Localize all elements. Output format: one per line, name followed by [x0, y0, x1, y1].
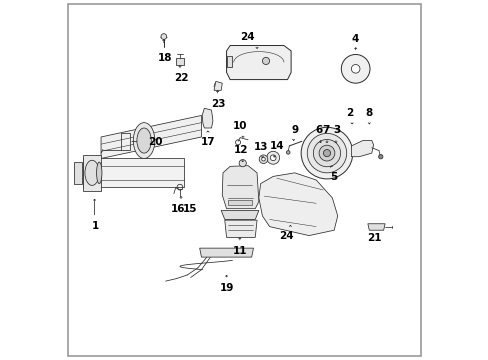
- Text: 23: 23: [211, 99, 225, 109]
- Ellipse shape: [85, 160, 99, 185]
- Circle shape: [301, 127, 352, 179]
- Circle shape: [261, 157, 265, 161]
- Text: 9: 9: [291, 125, 298, 135]
- Text: 22: 22: [174, 73, 188, 84]
- Polygon shape: [199, 248, 253, 257]
- Circle shape: [266, 151, 279, 164]
- Polygon shape: [202, 108, 212, 128]
- Text: 10: 10: [232, 121, 247, 131]
- Ellipse shape: [133, 123, 155, 158]
- Polygon shape: [226, 56, 231, 67]
- Circle shape: [259, 155, 267, 163]
- Polygon shape: [214, 81, 222, 90]
- Text: 21: 21: [366, 233, 381, 243]
- Text: 24: 24: [279, 231, 293, 241]
- Text: 4: 4: [351, 35, 359, 44]
- Text: 12: 12: [233, 145, 247, 155]
- Circle shape: [351, 64, 359, 73]
- Text: 13: 13: [253, 142, 267, 152]
- Polygon shape: [224, 220, 257, 237]
- Circle shape: [270, 155, 276, 161]
- Polygon shape: [367, 224, 384, 230]
- Text: 2: 2: [345, 108, 352, 118]
- Text: 24: 24: [240, 32, 254, 42]
- Circle shape: [239, 159, 246, 167]
- Circle shape: [319, 145, 334, 161]
- Text: 20: 20: [147, 137, 162, 147]
- Polygon shape: [221, 211, 258, 220]
- Polygon shape: [83, 158, 183, 187]
- Text: 6: 6: [315, 125, 322, 135]
- Text: 17: 17: [200, 137, 215, 147]
- Circle shape: [262, 57, 269, 64]
- Text: 16: 16: [171, 204, 185, 214]
- Circle shape: [378, 154, 382, 159]
- Polygon shape: [258, 173, 337, 235]
- Polygon shape: [226, 45, 290, 80]
- Polygon shape: [83, 155, 101, 191]
- Circle shape: [306, 134, 346, 173]
- Circle shape: [323, 149, 330, 157]
- Text: 1: 1: [92, 221, 99, 231]
- Text: 14: 14: [270, 141, 284, 151]
- Text: 11: 11: [232, 246, 246, 256]
- Text: 18: 18: [157, 53, 172, 63]
- Polygon shape: [222, 166, 258, 209]
- Circle shape: [161, 34, 166, 40]
- Circle shape: [341, 54, 369, 83]
- Ellipse shape: [96, 162, 102, 184]
- Polygon shape: [176, 58, 183, 65]
- Text: 5: 5: [330, 172, 337, 182]
- Text: 15: 15: [182, 204, 197, 214]
- Text: 19: 19: [219, 283, 233, 293]
- Ellipse shape: [137, 128, 151, 153]
- Text: 8: 8: [365, 108, 372, 118]
- Circle shape: [313, 139, 340, 167]
- Text: 7: 7: [321, 125, 328, 135]
- Polygon shape: [351, 140, 373, 157]
- Text: 3: 3: [333, 125, 340, 135]
- Bar: [228, 200, 251, 205]
- Polygon shape: [101, 116, 201, 158]
- Bar: [74, 162, 82, 184]
- Circle shape: [286, 150, 289, 154]
